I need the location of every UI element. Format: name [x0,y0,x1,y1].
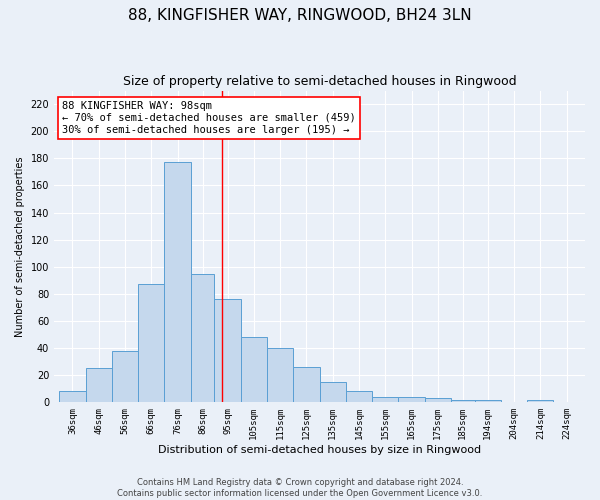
Bar [372,397,398,402]
Y-axis label: Number of semi-detached properties: Number of semi-detached properties [15,156,25,336]
Bar [191,274,214,402]
Bar [425,398,451,402]
Bar [398,397,425,402]
X-axis label: Distribution of semi-detached houses by size in Ringwood: Distribution of semi-detached houses by … [158,445,481,455]
Bar [267,348,293,403]
Bar [241,338,267,402]
Text: Contains HM Land Registry data © Crown copyright and database right 2024.
Contai: Contains HM Land Registry data © Crown c… [118,478,482,498]
Bar [527,400,553,402]
Bar [346,392,372,402]
Bar [59,392,86,402]
Text: 88, KINGFISHER WAY, RINGWOOD, BH24 3LN: 88, KINGFISHER WAY, RINGWOOD, BH24 3LN [128,8,472,22]
Bar [320,382,346,402]
Bar [475,400,501,402]
Text: 88 KINGFISHER WAY: 98sqm
← 70% of semi-detached houses are smaller (459)
30% of : 88 KINGFISHER WAY: 98sqm ← 70% of semi-d… [62,102,356,134]
Bar [112,351,138,403]
Title: Size of property relative to semi-detached houses in Ringwood: Size of property relative to semi-detach… [123,75,517,88]
Bar [214,300,241,403]
Bar [164,162,191,402]
Bar [138,284,164,403]
Bar [451,400,475,402]
Bar [293,367,320,402]
Bar [86,368,112,402]
